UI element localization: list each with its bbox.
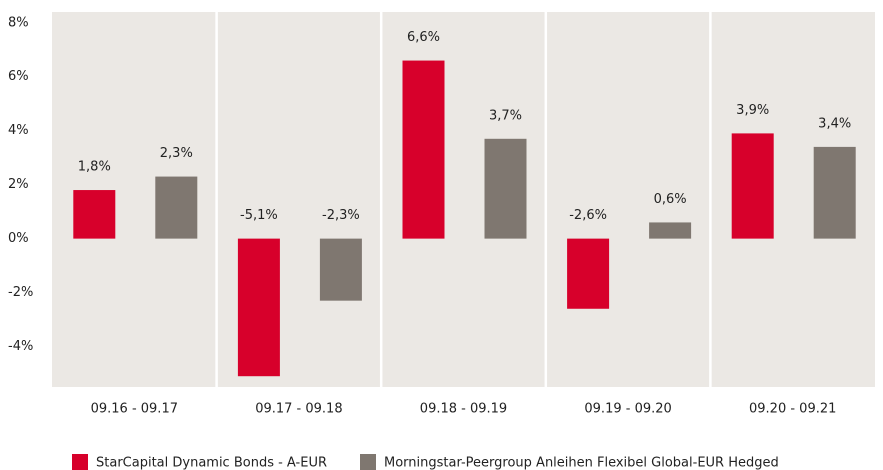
legend-swatch bbox=[72, 454, 88, 470]
legend-swatch bbox=[360, 454, 376, 470]
value-label: 3,4% bbox=[818, 116, 851, 131]
value-label: -2,6% bbox=[569, 208, 607, 223]
bar bbox=[402, 60, 445, 239]
y-tick-label: 2% bbox=[8, 177, 29, 192]
bar bbox=[237, 238, 280, 377]
y-tick-label: 8% bbox=[8, 15, 29, 30]
y-tick-label: 6% bbox=[8, 69, 29, 84]
value-label: -5,1% bbox=[240, 208, 278, 223]
bar bbox=[649, 222, 692, 239]
value-label: 3,9% bbox=[736, 103, 769, 118]
value-label: 2,3% bbox=[160, 146, 193, 161]
value-label: 6,6% bbox=[407, 30, 440, 45]
value-label: 1,8% bbox=[78, 160, 111, 175]
y-tick-label: -2% bbox=[8, 285, 33, 300]
legend-label: Morningstar-Peergroup Anleihen Flexibel … bbox=[384, 456, 779, 470]
value-label: 0,6% bbox=[654, 192, 687, 207]
y-tick-label: -4% bbox=[8, 339, 33, 354]
x-tick-label: 09.20 - 09.21 bbox=[749, 402, 836, 417]
bar bbox=[567, 238, 610, 309]
bar bbox=[319, 238, 362, 301]
value-label: 3,7% bbox=[489, 108, 522, 123]
legend-label: StarCapital Dynamic Bonds - A-EUR bbox=[96, 456, 327, 470]
bar bbox=[155, 176, 198, 239]
y-tick-label: 0% bbox=[8, 231, 29, 246]
bar bbox=[484, 138, 527, 239]
bar bbox=[731, 133, 774, 239]
x-tick-label: 09.16 - 09.17 bbox=[91, 402, 178, 417]
value-label: -2,3% bbox=[322, 208, 360, 223]
x-tick-label: 09.18 - 09.19 bbox=[420, 402, 507, 417]
bar bbox=[813, 146, 856, 239]
x-tick-label: 09.19 - 09.20 bbox=[584, 402, 671, 417]
bar bbox=[73, 190, 116, 239]
x-tick-label: 09.17 - 09.18 bbox=[255, 402, 342, 417]
y-tick-label: 4% bbox=[8, 123, 29, 138]
